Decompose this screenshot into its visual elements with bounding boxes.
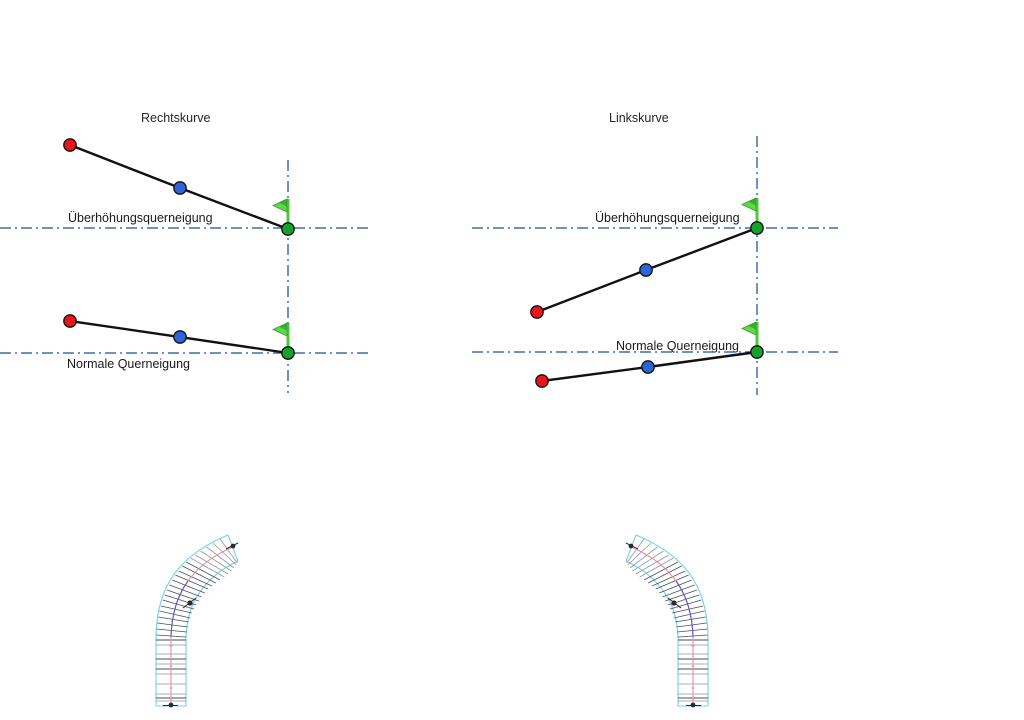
slope-ueberhoehung-right	[530, 196, 764, 319]
mid-marker-blue[interactable]	[173, 330, 187, 344]
end-marker-green	[281, 222, 295, 236]
end-marker-green	[281, 346, 295, 360]
start-marker-red[interactable]	[63, 314, 77, 328]
panel-linkskurve	[472, 136, 838, 395]
track-geometry	[625, 534, 709, 708]
label-ueberhoehungsquerneigung-left: Überhöhungsquerneigung	[68, 211, 213, 225]
slope-normal-left	[63, 314, 295, 360]
end-flag-marker[interactable]	[271, 321, 295, 360]
panel-rechtskurve	[0, 138, 368, 393]
label-ueberhoehungsquerneigung-right: Überhöhungsquerneigung	[595, 211, 740, 225]
start-marker-red[interactable]	[63, 138, 77, 152]
end-flag-marker[interactable]	[740, 320, 764, 359]
end-flag-marker[interactable]	[740, 196, 764, 235]
track-plan-linkskurve[interactable]	[625, 534, 709, 708]
mid-marker-blue[interactable]	[173, 181, 187, 195]
end-marker-green	[750, 345, 764, 359]
slope-ueberhoehung-left	[63, 138, 295, 236]
end-marker-green	[750, 221, 764, 235]
label-normale-querneigung-left: Normale Querneigung	[67, 357, 190, 371]
start-marker-red[interactable]	[535, 374, 549, 388]
mid-marker-blue[interactable]	[639, 263, 653, 277]
panel-title-linkskurve: Linkskurve	[609, 111, 669, 125]
start-marker-red[interactable]	[530, 305, 544, 319]
panel-title-rechtskurve: Rechtskurve	[141, 111, 211, 125]
track-plan-rechtskurve[interactable]	[155, 534, 239, 708]
end-flag-marker[interactable]	[271, 197, 295, 236]
mid-marker-blue[interactable]	[641, 360, 655, 374]
track-geometry	[155, 534, 239, 708]
slope-normal-right	[535, 320, 764, 388]
label-normale-querneigung-right: Normale Querneigung	[616, 339, 739, 353]
